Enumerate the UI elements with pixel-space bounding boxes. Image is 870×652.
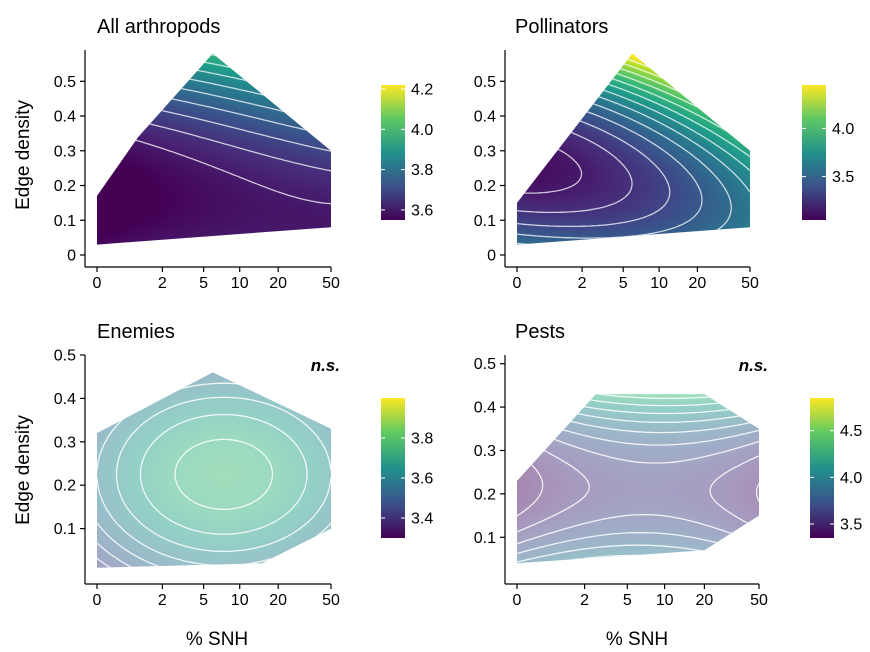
contour-line — [115, 396, 331, 553]
x-tick-label: 20 — [269, 275, 287, 292]
panel-enemies: Enemies n.s. 0 2 5 10 20 50 0.1 0.2 0.3 0.4 0.5 3.8… — [54, 321, 434, 609]
x-tick-label: 50 — [322, 275, 340, 292]
y-tick-label: 0.5 — [474, 74, 496, 91]
colorbar-tick-label: 4.2 — [411, 82, 433, 99]
heatmap-surface — [517, 53, 750, 245]
x-tick-label: 50 — [750, 592, 768, 609]
x-tick-label: 0 — [93, 592, 102, 609]
contour-line — [269, 53, 331, 65]
y-tick-label: 0.3 — [474, 143, 496, 160]
heatmap-surface — [97, 372, 331, 568]
contour-line — [517, 424, 759, 545]
x-tick-label: 10 — [650, 275, 668, 292]
y-tick-label: 0.5 — [54, 74, 76, 91]
x-tick-label: 2 — [158, 592, 167, 609]
colorbar-tick-label: 3.6 — [411, 471, 433, 488]
x-tick-label: 20 — [269, 592, 287, 609]
colorbar-tick-label: 3.8 — [411, 431, 433, 448]
panel-title: Enemies — [97, 321, 175, 343]
colorbar-tick-label: 4.0 — [840, 470, 862, 487]
x-axis-label-right: % SNH — [606, 629, 668, 650]
ns-annotation: n.s. — [311, 356, 340, 375]
panel-pollinators: Pollinators 0 2 5 10 20 50 0 0.1 0.2 0.3 0.4 0.5 4.0… — [474, 16, 855, 292]
contour-line — [303, 53, 331, 58]
heatmap-surface — [97, 53, 331, 245]
panel-title: All arthropods — [97, 16, 220, 38]
y-tick-label: 0.3 — [474, 443, 496, 460]
x-axis-label-left: % SNH — [186, 629, 248, 650]
y-tick-label: 0 — [67, 248, 76, 265]
y-tick-label: 0.1 — [54, 521, 76, 538]
x-tick-label: 10 — [231, 592, 249, 609]
colorbar: 3.8 3.6 3.4 — [381, 398, 433, 538]
colorbar-tick-label: 3.4 — [411, 511, 433, 528]
colorbar: 4.5 4.0 3.5 — [810, 398, 862, 538]
y-axis-label-top: Edge density — [13, 100, 34, 210]
colorbar-tick-label: 4.0 — [411, 122, 433, 139]
panel-title: Pests — [515, 321, 565, 343]
y-tick-label: 0.2 — [54, 478, 76, 495]
colorbar-gradient — [381, 85, 405, 220]
x-tick-label: 5 — [619, 275, 628, 292]
y-tick-label: 0.3 — [54, 143, 76, 160]
x-tick-label: 20 — [689, 275, 707, 292]
panel-pests: Pests n.s. 0 2 5 10 20 500.10.20.30.40.54.54.… — [474, 321, 863, 609]
y-axis-label-bottom: Edge density — [13, 415, 34, 525]
colorbar-tick-label: 3.5 — [840, 517, 862, 534]
x-tick-label: 10 — [656, 592, 674, 609]
ns-annotation: n.s. — [739, 356, 768, 375]
colorbar-tick-label: 3.6 — [411, 202, 433, 219]
contour-line — [517, 368, 759, 386]
colorbar-tick-label: 3.8 — [411, 162, 433, 179]
x-tick-label: 0 — [513, 275, 522, 292]
contour-line — [517, 362, 759, 379]
contour-line — [97, 355, 331, 366]
colorbar-gradient — [381, 398, 405, 538]
y-tick-label: 0.4 — [474, 400, 496, 417]
y-tick-label: 0.3 — [54, 434, 76, 451]
x-tick-label: 2 — [578, 275, 587, 292]
colorbar-tick-label: 3.5 — [832, 169, 854, 186]
contour-line — [174, 438, 274, 510]
x-tick-label: 5 — [199, 275, 208, 292]
x-tick-label: 0 — [513, 592, 522, 609]
colorbar: 4.0 3.5 — [802, 85, 854, 220]
x-tick-label: 50 — [741, 275, 759, 292]
x-tick-label: 5 — [199, 592, 208, 609]
y-tick-label: 0.4 — [54, 109, 76, 126]
y-tick-label: 0.4 — [54, 391, 76, 408]
y-tick-label: 0.4 — [474, 109, 496, 126]
y-tick-label: 0.5 — [54, 348, 76, 365]
x-tick-label: 2 — [158, 275, 167, 292]
panel-all-arthropods: All arthropods 0 2 5 10 20 50 0 0.1 0.2 0.3 0.4 0.5… — [54, 16, 434, 292]
x-tick-label: 0 — [93, 275, 102, 292]
panel-title: Pollinators — [515, 16, 608, 38]
y-tick-label: 0.2 — [474, 178, 496, 195]
colorbar-tick-label: 4.5 — [840, 423, 862, 440]
y-tick-label: 0.2 — [474, 486, 496, 503]
contour-line — [517, 373, 759, 391]
colorbar-gradient — [802, 85, 826, 220]
x-tick-label: 5 — [623, 592, 632, 609]
colorbar-tick-label: 4.0 — [832, 121, 854, 138]
y-tick-label: 0 — [487, 248, 496, 265]
contour-line — [231, 53, 331, 74]
contour-line — [517, 357, 759, 374]
contour-line — [139, 413, 308, 535]
y-tick-label: 0.1 — [474, 530, 496, 547]
colorbar-gradient — [810, 398, 834, 538]
contour-line — [517, 436, 759, 533]
x-tick-label: 50 — [322, 592, 340, 609]
y-tick-label: 0.1 — [474, 213, 496, 230]
colorbar: 4.2 4.0 3.8 3.6 — [381, 82, 433, 220]
x-tick-label: 10 — [231, 275, 249, 292]
y-tick-label: 0.5 — [474, 356, 496, 373]
x-tick-label: 20 — [695, 592, 713, 609]
heatmap-surface — [517, 394, 759, 564]
y-tick-label: 0.2 — [54, 178, 76, 195]
x-tick-label: 2 — [580, 592, 589, 609]
y-tick-label: 0.1 — [54, 213, 76, 230]
